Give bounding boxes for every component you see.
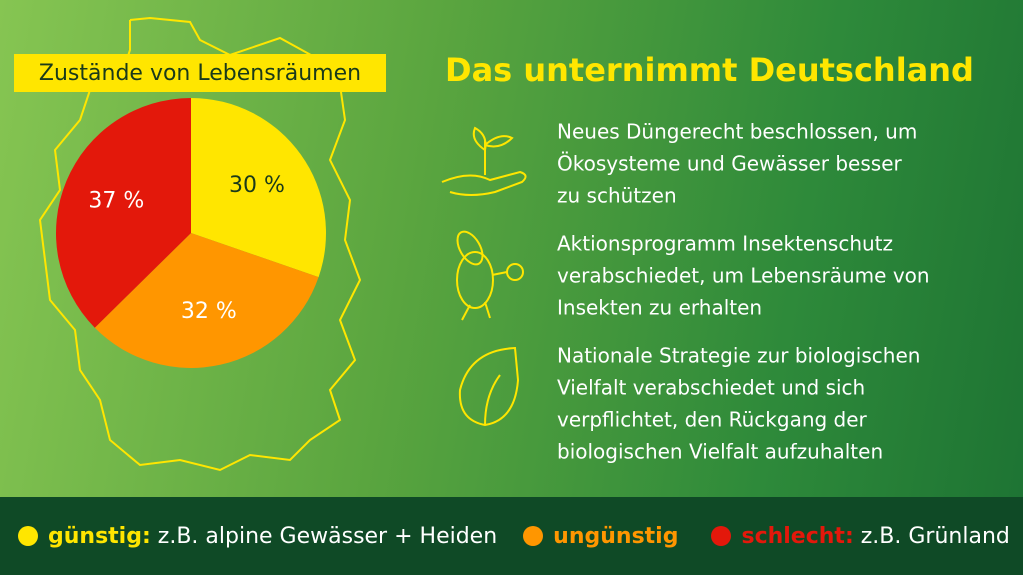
pie-slice bbox=[56, 98, 191, 328]
slice-label: 32 % bbox=[181, 299, 237, 324]
legend-note: z.B. alpine Gewässer + Heiden bbox=[157, 523, 498, 549]
legend-note: z.B. Grünland bbox=[860, 523, 1010, 549]
legend-swatch bbox=[523, 526, 544, 546]
measure-line: Nationale Strategie zur biologischen bbox=[557, 344, 920, 368]
measure-line: Vielfalt verabschiedet und sich bbox=[557, 376, 865, 400]
icon-leaf bbox=[458, 346, 520, 427]
legend-label: günstig: bbox=[48, 523, 151, 549]
legend: günstig: z.B. alpine Gewässer + Heiden ung… bbox=[0, 497, 1023, 575]
measure-line: zu schützen bbox=[557, 184, 677, 208]
measure-line: verpflichtet, den Rückgang der bbox=[557, 408, 868, 432]
legend-swatch bbox=[711, 526, 732, 546]
legend-label: ungünstig bbox=[553, 523, 679, 549]
icon-plant bbox=[441, 126, 527, 196]
measure-line: verabschiedet, um Lebensräume von bbox=[557, 264, 930, 288]
legend-item: ungünstig bbox=[523, 524, 685, 549]
measures-title: Das unternimmt Deutschland bbox=[445, 51, 974, 89]
measures: Neues Düngerecht beschlossen, um Ökosyste… bbox=[557, 120, 930, 464]
pie-title: Zustände von Lebensräumen bbox=[39, 61, 361, 86]
measure-line: Ökosysteme und Gewässer besser bbox=[557, 152, 903, 176]
measure-line: biologischen Vielfalt aufzuhalten bbox=[557, 440, 883, 464]
measure-line: Insekten zu erhalten bbox=[557, 296, 762, 320]
slice-label: 37 % bbox=[88, 189, 144, 214]
icon-bee bbox=[456, 230, 524, 321]
legend-label: schlecht: bbox=[741, 523, 854, 549]
legend-swatch bbox=[18, 526, 38, 546]
pie-slice bbox=[191, 98, 326, 278]
infographic: Zustände von Lebensräumen 30 % 32 % 37 % D… bbox=[14, 16, 974, 472]
pie-title-box bbox=[14, 54, 386, 92]
legend-item: schlecht: z.B. Grünland bbox=[711, 523, 1010, 549]
pie: 30 % 32 % 37 % bbox=[56, 98, 326, 369]
measure-line: Neues Düngerecht beschlossen, um bbox=[557, 120, 917, 144]
measure-line: Aktionsprogramm Insektenschutz bbox=[557, 232, 893, 256]
pie-slice bbox=[94, 233, 319, 369]
slice-label: 30 % bbox=[229, 173, 285, 198]
legend-item: günstig: z.B. alpine Gewässer + Heiden bbox=[18, 524, 497, 549]
